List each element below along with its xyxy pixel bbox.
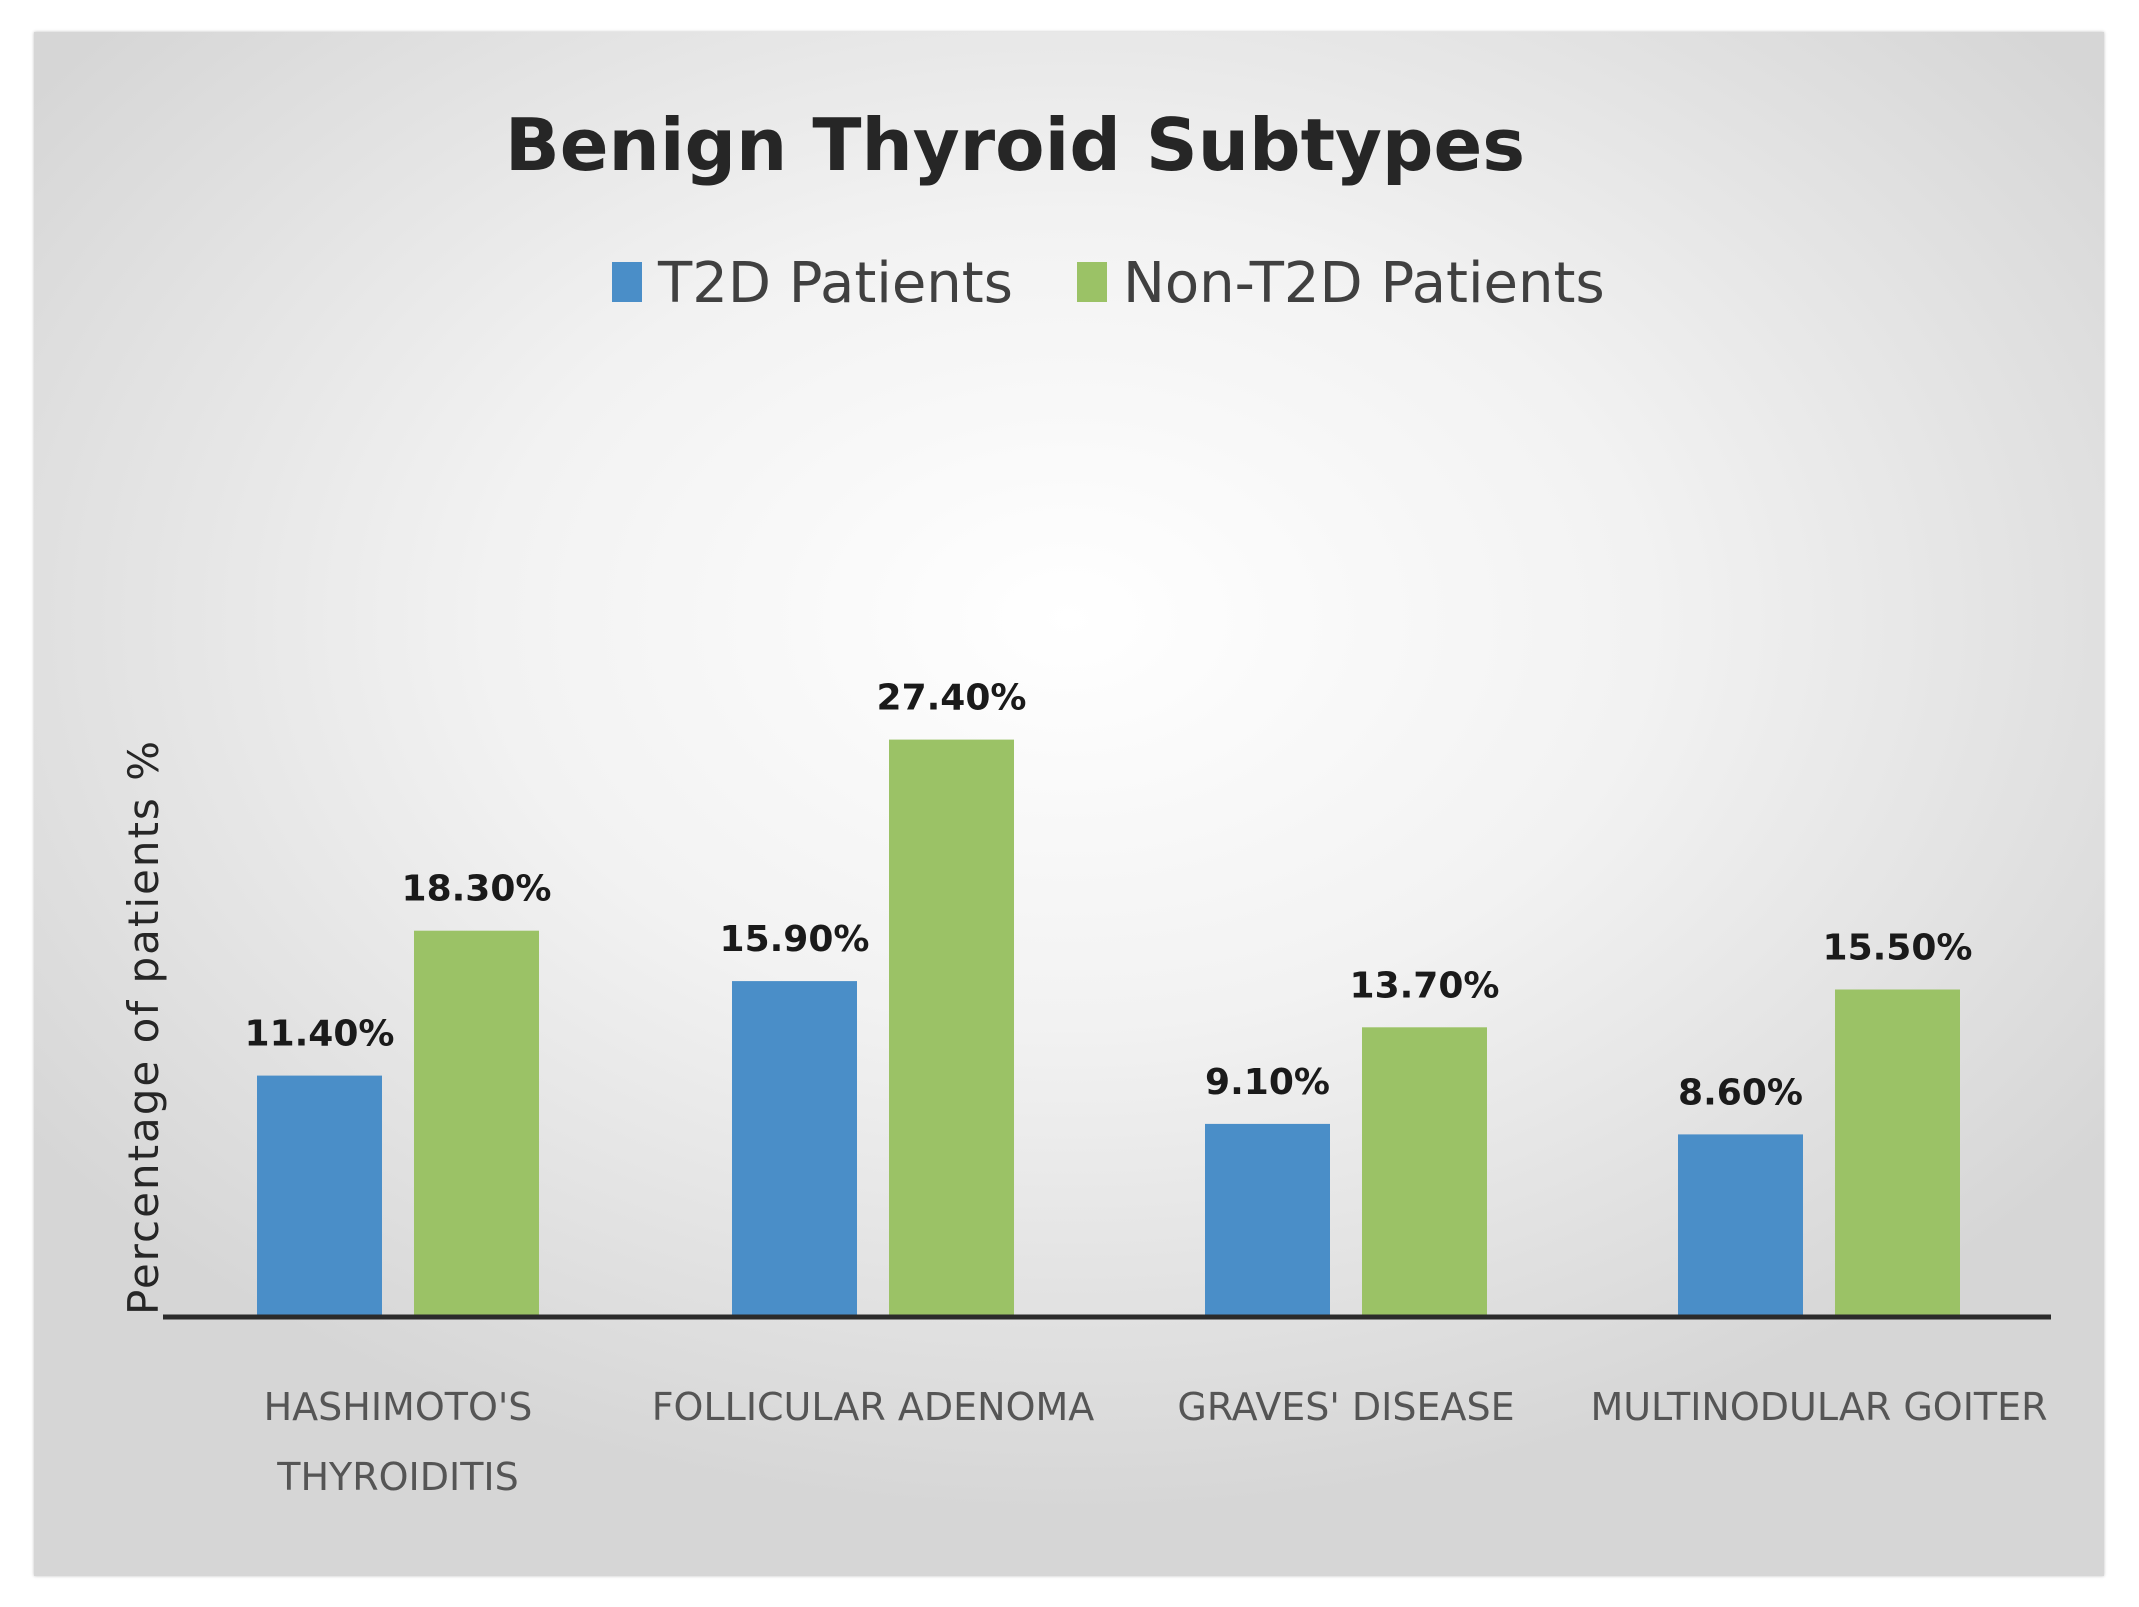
value-label-non-t2d-patients-2: 27.40% xyxy=(877,678,1027,719)
legend-swatch-t2d-patients xyxy=(612,262,642,302)
legend-swatch-non-t2d-patients xyxy=(1077,262,1107,302)
bar-non-t2d-patients-4 xyxy=(1835,989,1960,1315)
bar-t2d-patients-2 xyxy=(732,981,857,1315)
y-axis-label: Percentage of patients % xyxy=(119,739,168,1315)
value-label-t2d-patients-2: 15.90% xyxy=(720,919,870,960)
bar-t2d-patients-4 xyxy=(1678,1134,1803,1315)
value-label-t2d-patients-3: 9.10% xyxy=(1205,1062,1330,1103)
bar-non-t2d-patients-3 xyxy=(1362,1027,1487,1315)
value-labels-group: 11.40% 15.90% 9.10% 8.60% 18.30% 27.40% 13.70%… xyxy=(245,678,1973,1114)
bar-non-t2d-patients-1 xyxy=(414,930,539,1315)
category-label-4: MULTINODULAR GOITER xyxy=(1590,1385,2047,1429)
legend-label-non-t2d-patients: Non-T2D Patients xyxy=(1123,251,1605,316)
category-labels-group: HASHIMOTO'S THYROIDITIS FOLLICULAR ADENOMA… xyxy=(264,1385,2048,1499)
value-label-non-t2d-patients-3: 13.70% xyxy=(1350,965,1500,1006)
legend-label-t2d-patients: T2D Patients xyxy=(657,251,1013,316)
value-label-non-t2d-patients-1: 18.30% xyxy=(402,869,552,910)
bar-non-t2d-patients-2 xyxy=(889,739,1014,1315)
category-label-3: GRAVES' DISEASE xyxy=(1177,1385,1514,1429)
bars-group xyxy=(257,739,1960,1315)
category-label-2: FOLLICULAR ADENOMA xyxy=(652,1385,1095,1429)
value-label-t2d-patients-1: 11.40% xyxy=(245,1014,395,1055)
category-label-1-line-2: THYROIDITIS xyxy=(276,1455,519,1499)
bar-t2d-patients-1 xyxy=(257,1075,382,1315)
bar-t2d-patients-3 xyxy=(1205,1123,1330,1315)
value-label-t2d-patients-4: 8.60% xyxy=(1678,1072,1803,1113)
value-label-non-t2d-patients-4: 15.50% xyxy=(1823,928,1973,969)
category-label-1-line-1: HASHIMOTO'S xyxy=(264,1385,533,1429)
chart-title: Benign Thyroid Subtypes xyxy=(505,103,1525,187)
legend: T2D Patients Non-T2D Patients xyxy=(612,251,1605,316)
